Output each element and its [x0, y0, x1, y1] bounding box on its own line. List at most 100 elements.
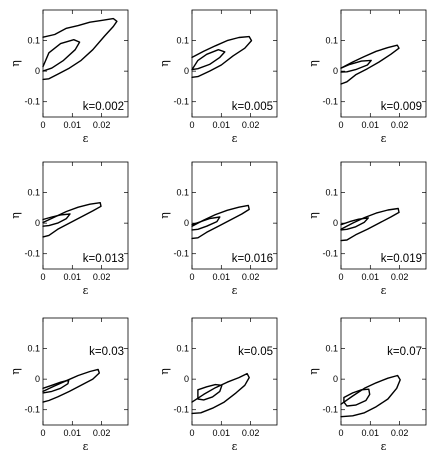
- panel-1-xtick-label: 0.01: [64, 120, 82, 130]
- panel-7-k-label: k=0.03: [89, 346, 124, 358]
- panel-8-ylabel: η: [158, 368, 171, 375]
- panel-7-contour-inner: [42, 379, 70, 394]
- panel-5-xlabel: ε: [232, 284, 238, 297]
- panel-8-ytick-label: -0.1: [173, 405, 189, 415]
- panel-5-xtick-label: 0.02: [242, 272, 260, 282]
- panel-8-ytick-label: 0: [184, 374, 189, 384]
- panel-9-ylabel: η: [307, 368, 320, 375]
- panel-7-ylabel: η: [9, 368, 22, 375]
- panel-1-xtick-label: 0: [40, 120, 45, 130]
- panel-4-xtick-label: 0.02: [93, 272, 111, 282]
- panel-7-xtick-label: 0.01: [64, 428, 82, 438]
- panel-2-xlabel: ε: [232, 132, 238, 145]
- panel-2-xtick-label: 0: [189, 120, 194, 130]
- panel-5-contour-outer: [191, 204, 250, 240]
- panel-3-ytick-label: 0: [333, 66, 338, 76]
- panel-1-contour-inner: [42, 39, 81, 72]
- panel-1-xtick-label: 0.02: [93, 120, 111, 130]
- panel-9-xtick-label: 0.01: [362, 428, 380, 438]
- panel-9-k-label: k=0.07: [387, 346, 422, 358]
- panel-5-ytick-label: 0.1: [176, 188, 189, 198]
- panel-6-xlabel: ε: [381, 284, 387, 297]
- panel-9-contour-inner: [343, 388, 371, 407]
- panel-2-contour-outer: [191, 35, 253, 79]
- panel-2-axes: [191, 9, 278, 118]
- panel-2-ytick-label: -0.1: [173, 97, 189, 107]
- panel-3-ytick-label: -0.1: [322, 97, 338, 107]
- panel-3-contour-inner: [340, 59, 372, 73]
- panel-9-contour-outer: [340, 374, 401, 418]
- panel-7-xtick-label: 0: [40, 428, 45, 438]
- panel-6-ylabel: η: [307, 212, 320, 219]
- panel-3-xtick-label: 0.02: [391, 120, 409, 130]
- panel-4-ytick-label: -0.1: [24, 249, 40, 259]
- panel-6-ytick-label: 0: [333, 218, 338, 228]
- panel-1-ytick-label: 0: [35, 66, 40, 76]
- panel-6-xtick-label: 0.02: [391, 272, 409, 282]
- panel-3-xlabel: ε: [381, 132, 387, 145]
- panel-5-ytick-label: 0: [184, 218, 189, 228]
- panel-1-contour-outer: [42, 17, 118, 81]
- panel-4-xtick-label: 0: [40, 272, 45, 282]
- panel-8-xtick-label: 0.02: [242, 428, 260, 438]
- panel-5-axes: [191, 161, 278, 270]
- panel-1-k-label: k=0.002: [83, 101, 124, 113]
- panel-5-ylabel: η: [158, 212, 171, 219]
- panel-9-xtick-label: 0.02: [391, 428, 409, 438]
- panel-7-xlabel: ε: [83, 440, 89, 453]
- panel-7-ytick-label: -0.1: [24, 405, 40, 415]
- panel-7-ytick-label: 0: [35, 374, 40, 384]
- panel-9-ytick-label: 0.1: [325, 344, 338, 354]
- panel-6-xtick-label: 0: [338, 272, 343, 282]
- panel-6-contour-outer: [340, 207, 400, 242]
- panel-4-contour-outer: [42, 201, 102, 238]
- panel-2-contour-inner: [191, 49, 226, 71]
- panel-3-ylabel: η: [307, 60, 320, 67]
- panel-5-xtick-label: 0.01: [213, 272, 231, 282]
- panel-3-contour-outer: [340, 44, 400, 85]
- panel-2-ylabel: η: [158, 60, 171, 67]
- panel-5-xtick-label: 0: [189, 272, 194, 282]
- panel-3-xtick-label: 0.01: [362, 120, 380, 130]
- panel-8-axes: [191, 317, 278, 426]
- panel-3-xtick-label: 0: [338, 120, 343, 130]
- panel-3-k-label: k=0.009: [381, 101, 422, 113]
- panel-4-xtick-label: 0.01: [64, 272, 82, 282]
- panel-7-xtick-label: 0.02: [93, 428, 111, 438]
- panel-4-ytick-label: 0: [35, 218, 40, 228]
- panel-4-xlabel: ε: [83, 284, 89, 297]
- panel-4-ytick-label: 0.1: [27, 188, 40, 198]
- panel-6-ytick-label: -0.1: [322, 249, 338, 259]
- panel-8-ytick-label: 0.1: [176, 344, 189, 354]
- panel-1-ytick-label: 0.1: [27, 36, 40, 46]
- panel-8-xtick-label: 0.01: [213, 428, 231, 438]
- panel-8-k-label: k=0.05: [238, 346, 273, 358]
- panel-5-ytick-label: -0.1: [173, 249, 189, 259]
- panel-6-xtick-label: 0.01: [362, 272, 380, 282]
- panel-1-ylabel: η: [9, 60, 22, 67]
- panel-9-ytick-label: 0: [333, 374, 338, 384]
- panel-9-ytick-label: -0.1: [322, 405, 338, 415]
- panel-8-xtick-label: 0: [189, 428, 194, 438]
- panel-2-ytick-label: 0: [184, 66, 189, 76]
- panel-6-ytick-label: 0.1: [325, 188, 338, 198]
- panel-6-contour-inner: [340, 217, 369, 231]
- panel-7-ytick-label: 0.1: [27, 344, 40, 354]
- panel-1-xlabel: ε: [83, 132, 89, 145]
- panel-4-k-label: k=0.013: [83, 253, 124, 265]
- panel-1-ytick-label: -0.1: [24, 97, 40, 107]
- panel-9-xtick-label: 0: [338, 428, 343, 438]
- panel-1-axes: [42, 9, 129, 118]
- panel-7-axes: [42, 317, 129, 426]
- panel-6-k-label: k=0.019: [381, 253, 422, 265]
- panel-2-k-label: k=0.005: [232, 101, 273, 113]
- panel-4-contour-inner: [42, 213, 71, 227]
- panel-8-xlabel: ε: [232, 440, 238, 453]
- panel-2-ytick-label: 0.1: [176, 36, 189, 46]
- panel-5-contour-inner: [191, 216, 221, 231]
- panel-8-contour-inner: [197, 383, 223, 401]
- panel-3-ytick-label: 0.1: [325, 36, 338, 46]
- panel-2-xtick-label: 0.01: [213, 120, 231, 130]
- panel-8-contour-outer: [191, 372, 250, 415]
